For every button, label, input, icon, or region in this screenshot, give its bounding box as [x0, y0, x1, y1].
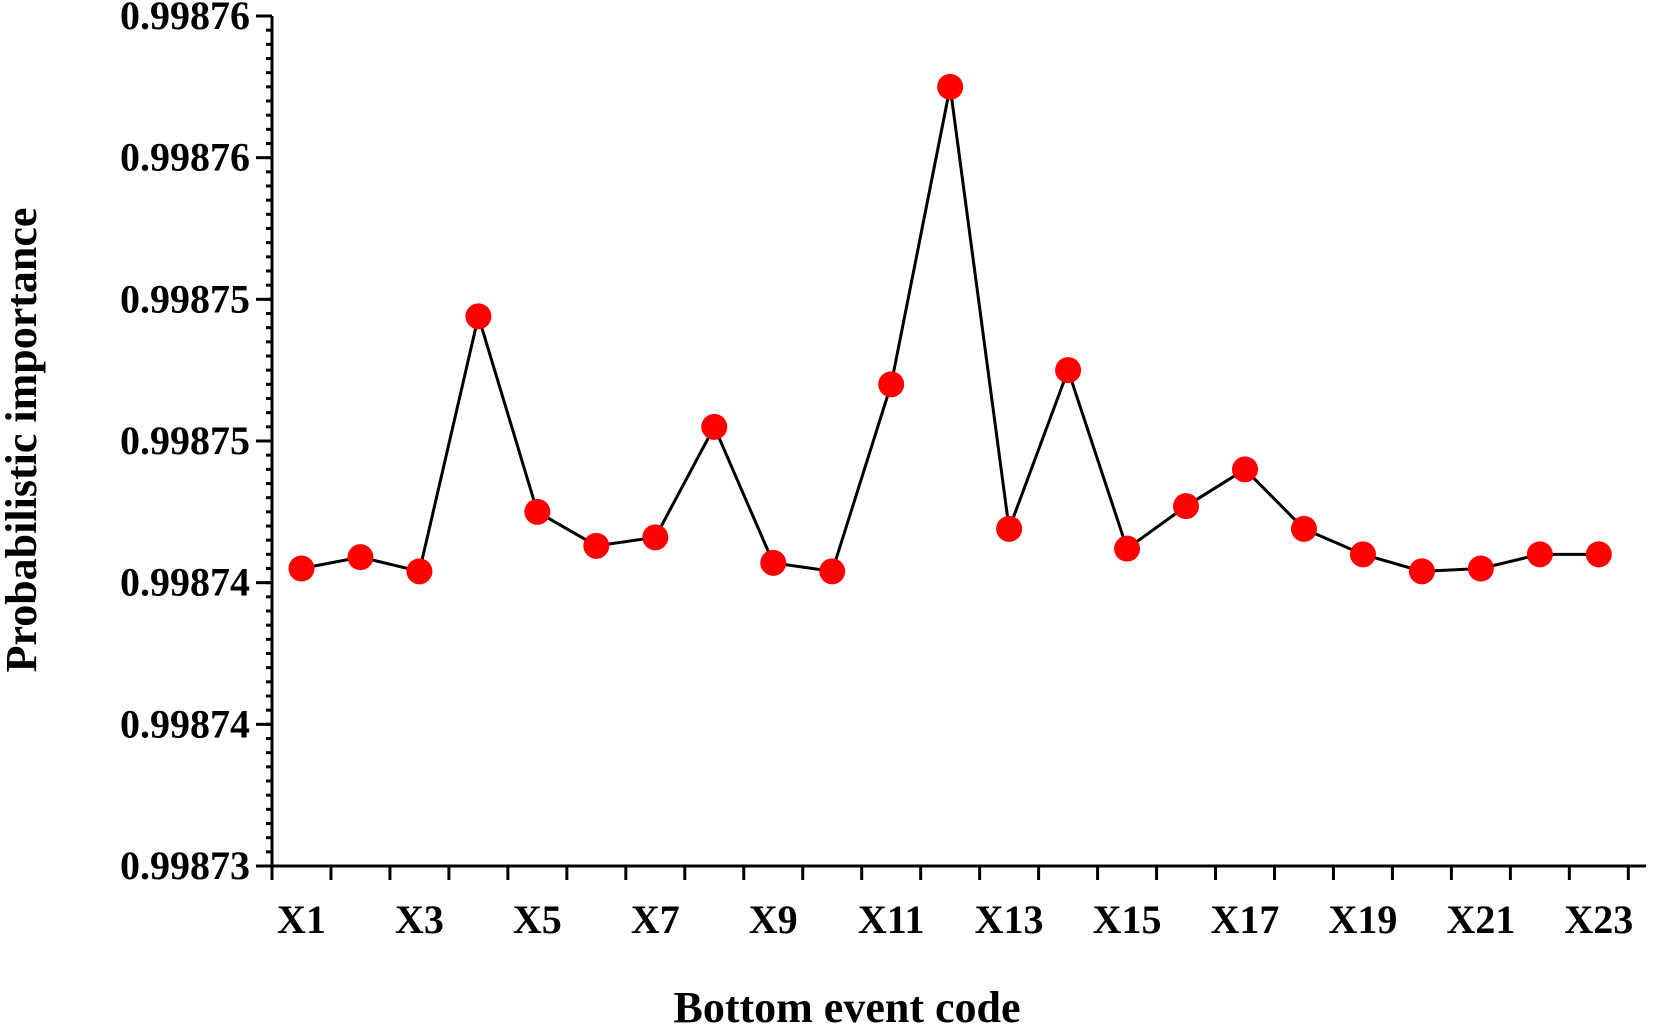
x-tick-label: X19 — [1328, 897, 1397, 942]
data-point — [1173, 493, 1200, 520]
y-tick-label: 0.99874 — [120, 560, 250, 605]
x-tick-label: X13 — [975, 897, 1044, 942]
data-point — [524, 498, 551, 525]
x-tick-label: X9 — [749, 897, 798, 942]
data-point — [347, 544, 374, 571]
data-point — [937, 73, 964, 100]
y-axis-title: Probabilistic importance — [0, 208, 46, 673]
data-point — [1349, 541, 1376, 568]
data-point — [819, 558, 846, 585]
data-point — [1232, 456, 1259, 483]
data-point — [1585, 541, 1612, 568]
data-point — [642, 524, 669, 551]
data-point — [465, 303, 492, 330]
x-tick-label: X23 — [1564, 897, 1633, 942]
x-tick-label: X7 — [631, 897, 680, 942]
data-point — [1467, 555, 1494, 582]
x-tick-label: X21 — [1446, 897, 1515, 942]
data-point — [701, 413, 728, 440]
data-point — [1290, 515, 1317, 542]
y-tick-label: 0.99876 — [120, 135, 250, 180]
data-point — [288, 555, 315, 582]
y-tick-label: 0.99875 — [120, 418, 250, 463]
series-group — [288, 73, 1612, 585]
y-tick-label: 0.99876 — [120, 0, 250, 38]
y-tick-label: 0.99874 — [120, 701, 250, 746]
data-point — [1055, 357, 1082, 384]
x-tick-label: X3 — [395, 897, 444, 942]
data-point — [1114, 535, 1141, 562]
x-tick-label: X11 — [858, 897, 925, 942]
x-axis-title: Bottom event code — [673, 983, 1020, 1029]
y-tick-label: 0.99873 — [120, 843, 250, 888]
data-point — [406, 558, 433, 585]
data-point — [996, 515, 1023, 542]
data-point — [760, 549, 787, 576]
y-axis: 0.99873 0.99874 0.99874 0.99875 0.99875 0.998… — [120, 0, 274, 888]
data-point — [1526, 541, 1553, 568]
x-axis: X1 X3 X5 X7 X9 X11 X13 X15 X17 X19 X21 X23 — [270, 864, 1646, 942]
data-point — [878, 371, 905, 398]
x-tick-label: X1 — [277, 897, 326, 942]
series-line — [301, 86, 1599, 574]
x-tick-label: X17 — [1211, 897, 1280, 942]
x-tick-label: X15 — [1093, 897, 1162, 942]
data-point — [583, 532, 610, 559]
x-tick-label: X5 — [513, 897, 562, 942]
data-point — [1408, 558, 1435, 585]
y-tick-label: 0.99875 — [120, 276, 250, 321]
